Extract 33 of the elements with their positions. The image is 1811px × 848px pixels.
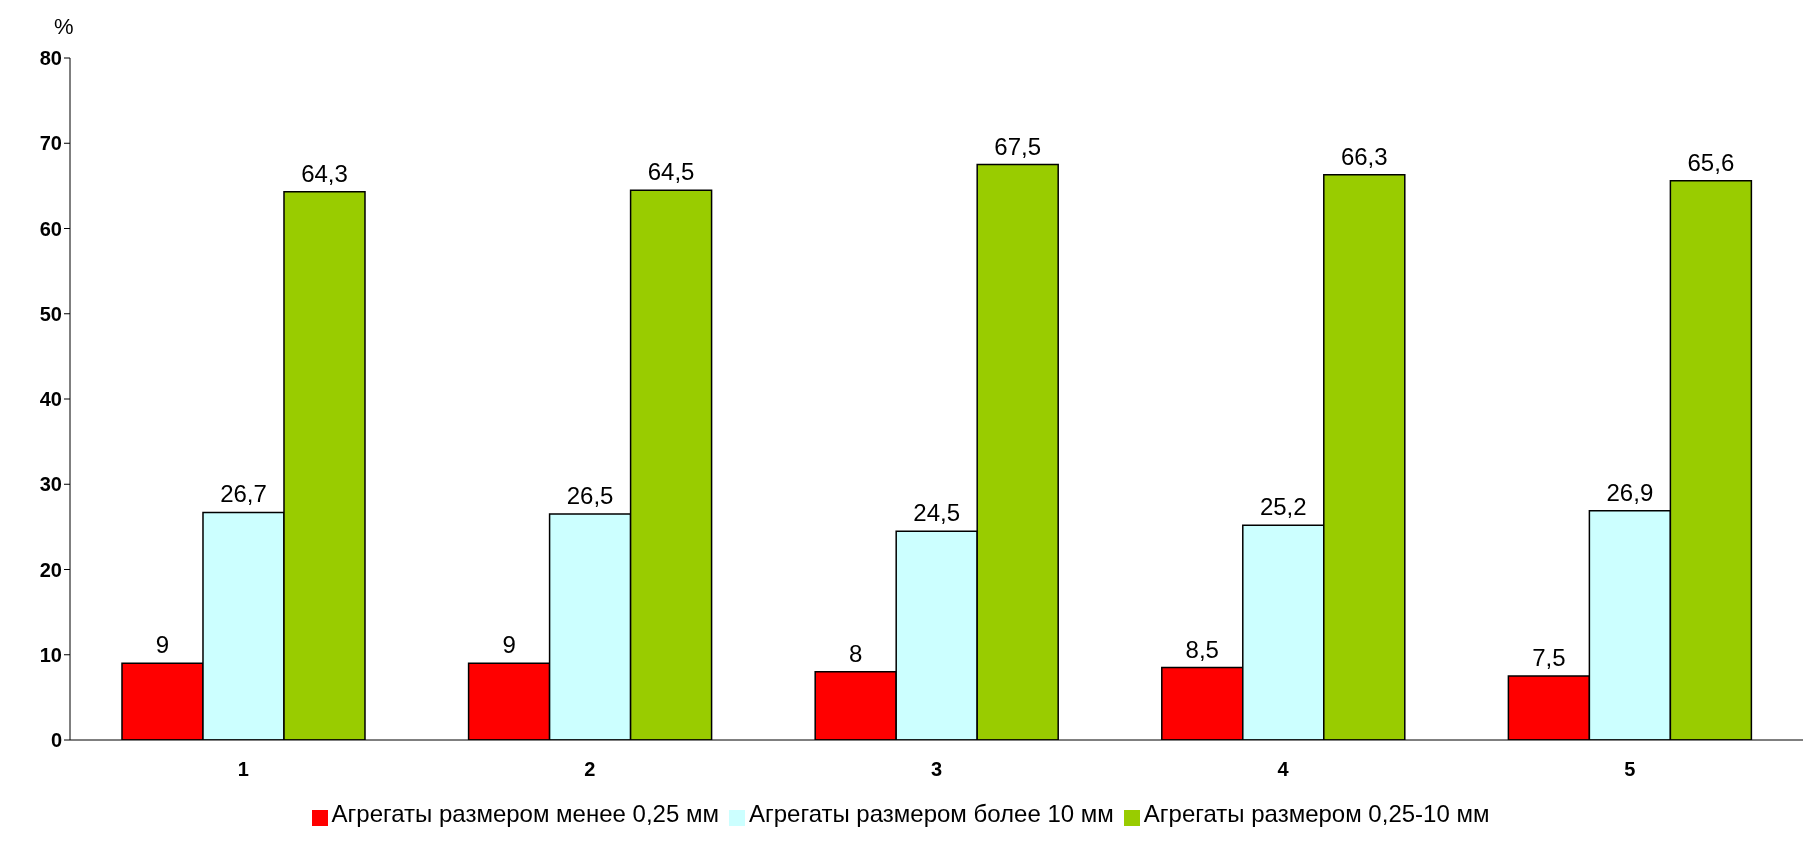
data-label: 9 (155, 631, 170, 659)
y-tick-label: 30 (39, 473, 62, 496)
data-label: 64,3 (301, 159, 348, 187)
y-tick-label: 50 (39, 302, 62, 325)
legend-label: Агрегаты размером 0,25-10 мм (1143, 800, 1490, 827)
data-label: 26,9 (1606, 478, 1654, 506)
x-tick-label: 3 (930, 758, 943, 781)
data-label: 8,5 (1185, 635, 1219, 663)
data-label: 7,5 (1532, 644, 1566, 672)
x-tick-label: 2 (584, 758, 596, 781)
y-tick-label: 70 (39, 132, 62, 155)
y-tick-label: 80 (39, 47, 62, 70)
x-tick-label: 1 (237, 758, 249, 781)
data-label: 9 (502, 631, 516, 659)
data-label: 25,2 (1259, 493, 1307, 521)
y-tick-label: 40 (39, 388, 62, 411)
y-tick-label: 10 (39, 643, 62, 666)
y-tick-label: 0 (50, 729, 62, 752)
legend-label: Агрегаты размером более 10 мм (748, 800, 1114, 827)
data-label: 64,5 (647, 158, 695, 186)
y-tick-label: 20 (39, 558, 62, 581)
data-label: 26,5 (566, 482, 614, 510)
data-label: 66,3 (1340, 142, 1388, 170)
y-tick-label: 60 (39, 217, 62, 240)
y-axis-title: % (54, 14, 74, 40)
data-label: 8 (849, 639, 863, 667)
data-label: 26,7 (220, 480, 267, 508)
x-tick-label: 4 (1277, 758, 1290, 781)
data-label: 67,5 (994, 132, 1042, 160)
x-tick-label: 5 (1624, 758, 1636, 781)
data-label: 65,6 (1687, 148, 1735, 176)
data-label: 24,5 (913, 499, 961, 527)
legend-label: Агрегаты размером менее 0,25 мм (331, 800, 719, 827)
